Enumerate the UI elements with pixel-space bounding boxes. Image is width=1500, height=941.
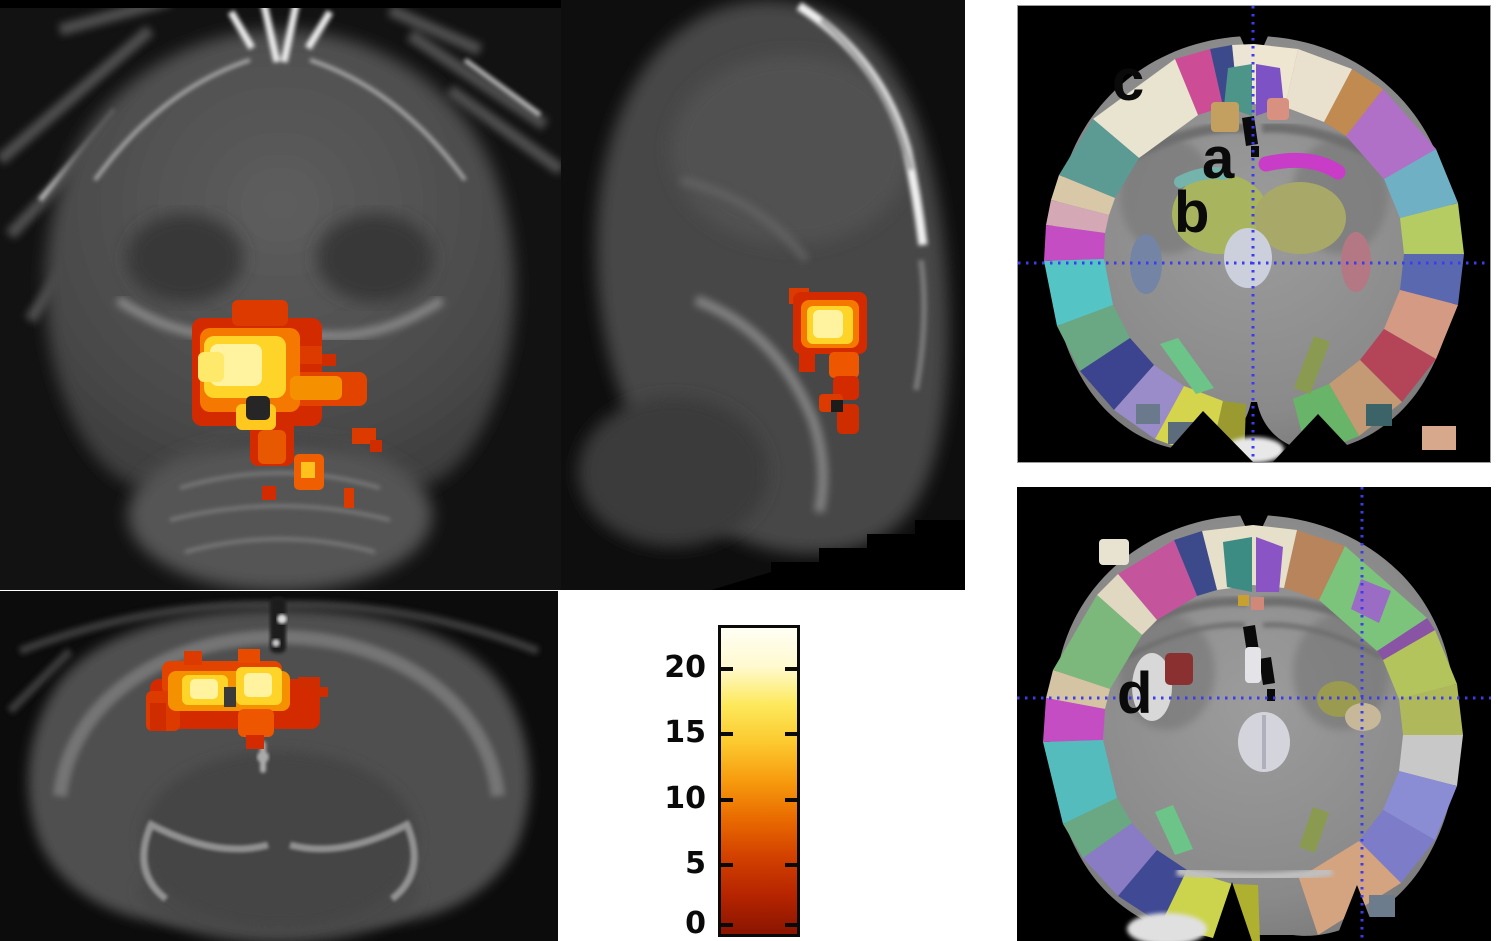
panel-atlas-coronal-1: c a b: [1017, 5, 1491, 463]
skull-streak: [796, 2, 928, 391]
colorbar-tick: [785, 798, 797, 802]
atlas-region-patches-2: [1043, 525, 1463, 941]
coronal-mri-image: [0, 591, 558, 941]
atlas-section-2: [1017, 487, 1491, 941]
colorbar-label-0: 0: [685, 906, 706, 941]
activation-cluster-sagittal: [789, 288, 867, 434]
sagittal-mri-image: [561, 0, 965, 590]
colorbar-gradient: [718, 625, 800, 937]
panel-axial-fmri: [0, 0, 561, 590]
colorbar-tick: [785, 923, 797, 927]
panel-atlas-coronal-2: d: [1017, 487, 1491, 941]
colorbar-tick: [721, 863, 733, 867]
colorbar-tick: [721, 667, 733, 671]
colorbar-tick: [721, 732, 733, 736]
activation-cluster-axial: [192, 300, 382, 508]
colorbar-tick: [721, 923, 733, 927]
atlas-inner-structures: [1130, 64, 1371, 462]
panel-sagittal-fmri: [561, 0, 965, 590]
colorbar-label-5: 5: [685, 846, 706, 881]
panel-coronal-fmri: [0, 591, 558, 941]
colorbar-tick: [785, 667, 797, 671]
colorbar-tick: [721, 798, 733, 802]
colorbar-label-10: 10: [664, 781, 706, 816]
axial-mri-image: [0, 0, 561, 590]
colorbar-label-20: 20: [664, 650, 706, 685]
midline-bright-marks: [227, 0, 333, 63]
colorbar-tick: [785, 732, 797, 736]
atlas-region-patches: [1044, 44, 1464, 462]
activation-cluster-coronal: [146, 649, 328, 749]
atlas-inner-structures-2: [1127, 537, 1381, 941]
atlas-section-1: [1018, 6, 1490, 462]
colorbar-tick: [785, 863, 797, 867]
colorbar-label-15: 15: [664, 715, 706, 750]
